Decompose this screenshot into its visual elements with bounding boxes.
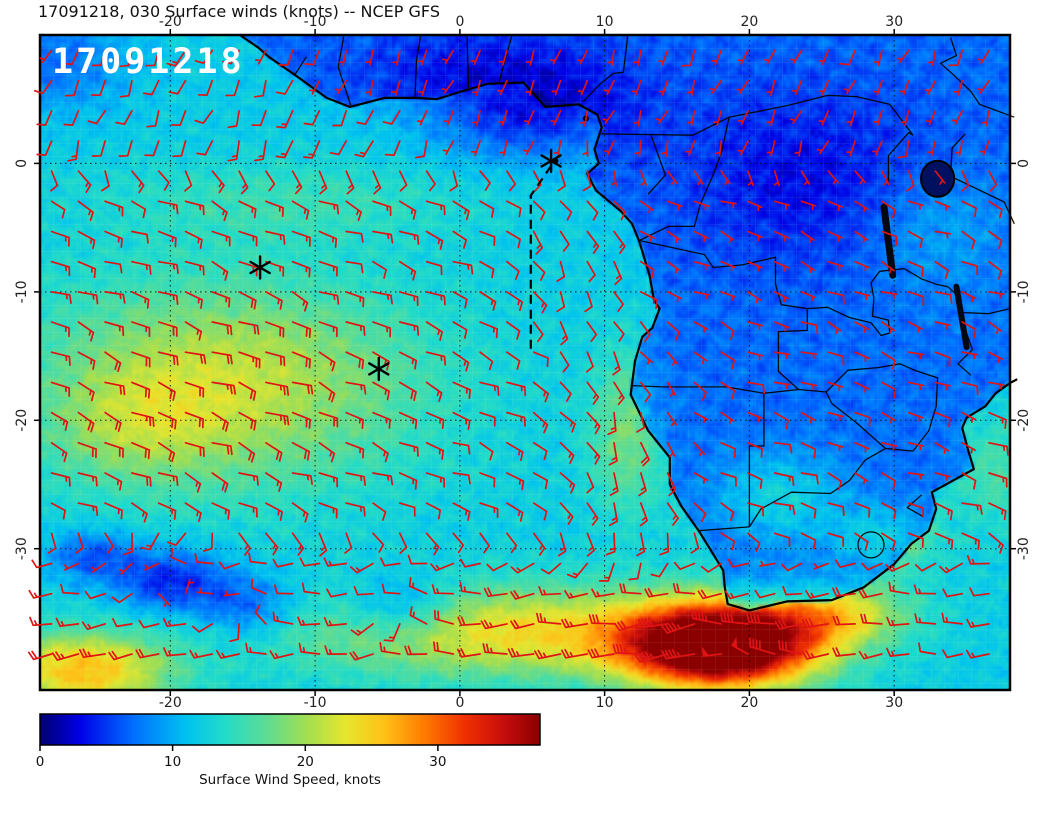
lon-tick-label: 30 bbox=[885, 695, 903, 711]
lon-tick-label: 10 bbox=[596, 14, 614, 30]
colorbar-tick-label: 10 bbox=[164, 754, 181, 770]
wind-speed-field-canvas bbox=[40, 35, 1010, 690]
timestamp-overlay: 17091218 bbox=[52, 42, 245, 82]
lat-tick-label: -10 bbox=[14, 280, 30, 303]
colorbar-tick-label: 0 bbox=[36, 754, 45, 770]
colorbar-title: Surface Wind Speed, knots bbox=[199, 772, 381, 788]
lat-tick-label: -20 bbox=[14, 409, 30, 432]
lon-tick-label: 0 bbox=[455, 14, 464, 30]
lon-tick-label: -10 bbox=[304, 695, 327, 711]
lon-tick-label: 10 bbox=[596, 695, 614, 711]
lat-tick-label: -30 bbox=[1016, 537, 1032, 560]
colorbar-tick-label: 20 bbox=[297, 754, 314, 770]
figure-title: 17091218, 030 Surface winds (knots) -- N… bbox=[38, 2, 440, 21]
lon-tick-label: 0 bbox=[455, 695, 464, 711]
lat-tick-label: 0 bbox=[1016, 159, 1032, 168]
lon-tick-label: 30 bbox=[885, 14, 903, 30]
lat-tick-label: -10 bbox=[1016, 280, 1032, 303]
lon-tick-label: -20 bbox=[159, 695, 182, 711]
colorbar: 0 10 20 30 bbox=[36, 713, 541, 770]
lat-tick-label: -30 bbox=[14, 537, 30, 560]
lon-tick-label: 20 bbox=[740, 695, 758, 711]
lon-tick-label: 20 bbox=[740, 14, 758, 30]
lat-tick-label: 0 bbox=[14, 159, 30, 168]
colorbar-tick-label: 30 bbox=[429, 754, 446, 770]
lat-tick-label: -20 bbox=[1016, 409, 1032, 432]
